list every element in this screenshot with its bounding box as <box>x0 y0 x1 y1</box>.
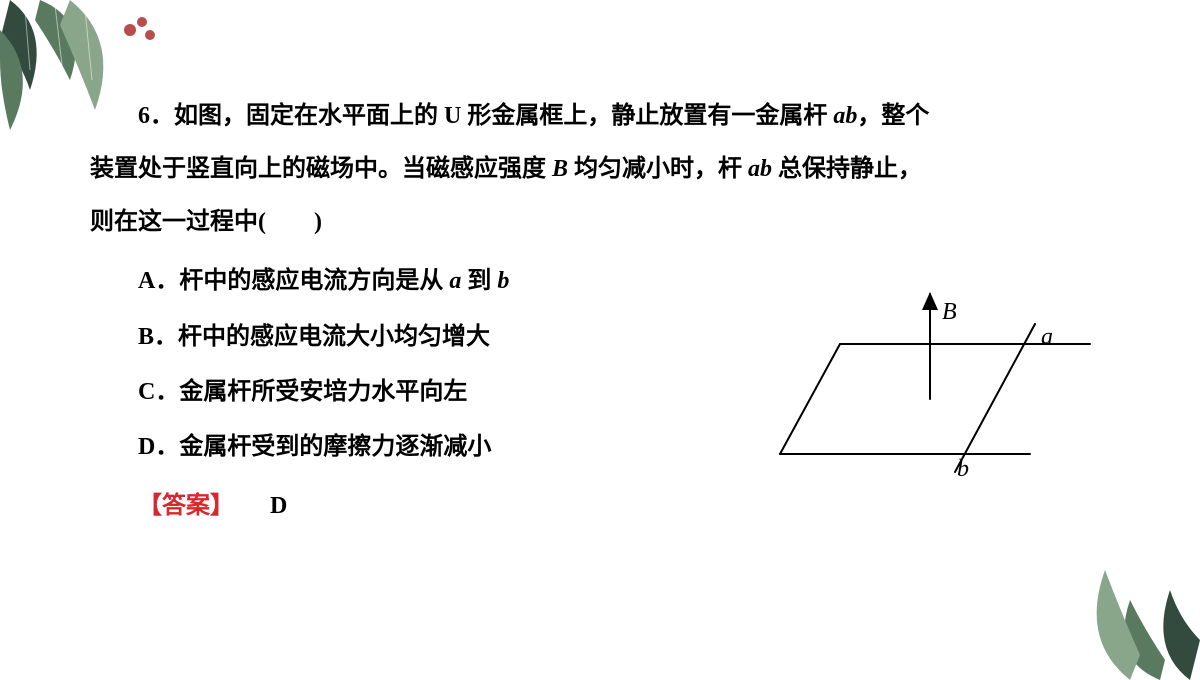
content: 6．如图，固定在水平面上的 U 形金属框上，静止放置有一金属杆 ab，整个 装置… <box>90 90 1110 534</box>
option-d: D．金属杆受到的摩擦力逐渐减小 <box>90 420 720 475</box>
decor-leaves-bottom-right <box>1070 560 1200 680</box>
option-a-b: b <box>497 268 509 294</box>
stem-1a: ．如图，固定在水平面上的 U 形金属框上，静止放置有一金属杆 <box>150 103 833 129</box>
stem-3: 则在这一过程中( ) <box>90 196 1110 249</box>
option-c: C．金属杆所受安培力水平向左 <box>90 365 720 420</box>
stem-1b: ，整个 <box>857 103 929 129</box>
option-d-text: 金属杆受到的摩擦力逐渐减小 <box>179 434 491 460</box>
stem-2c: 总保持静止， <box>772 156 922 182</box>
options: A．杆中的感应电流方向是从 a 到 b B．杆中的感应电流大小均匀增大 C．金属… <box>90 254 720 534</box>
slide: 6．如图，固定在水平面上的 U 形金属框上，静止放置有一金属杆 ab，整个 装置… <box>0 0 1200 680</box>
question-number: 6 <box>138 103 150 129</box>
answer: 【答案】 D <box>90 479 720 534</box>
options-and-figure: A．杆中的感应电流方向是从 a 到 b B．杆中的感应电流大小均匀增大 C．金属… <box>90 254 1110 534</box>
svg-text:b: b <box>957 456 969 482</box>
answer-spacer <box>222 493 270 519</box>
option-b-text: 杆中的感应电流大小均匀增大 <box>178 324 490 350</box>
question-stem: 6．如图，固定在水平面上的 U 形金属框上，静止放置有一金属杆 ab，整个 装置… <box>90 90 1110 248</box>
option-a: A．杆中的感应电流方向是从 a 到 b <box>90 254 720 309</box>
answer-value: D <box>270 493 287 519</box>
figure-svg: Ba b <box>760 264 1100 484</box>
option-a-pre: 杆中的感应电流方向是从 <box>179 268 449 294</box>
svg-text:B: B <box>942 299 957 325</box>
option-c-label: C． <box>138 379 179 405</box>
option-a-mid: 到 <box>461 268 497 294</box>
stem-2a: 装置处于竖直向上的磁场中。当磁感应强度 <box>90 156 552 182</box>
stem-2-ab: ab <box>748 156 772 182</box>
option-b: B．杆中的感应电流大小均匀增大 <box>90 310 720 365</box>
svg-text:a: a <box>1041 324 1053 350</box>
figure: Ba b <box>750 254 1110 484</box>
option-a-label: A． <box>138 268 179 294</box>
option-b-label: B． <box>138 324 178 350</box>
answer-label: 【答案】 <box>138 493 222 519</box>
stem-2-B: B <box>552 156 568 182</box>
stem-2b: 均匀减小时，杆 <box>568 156 748 182</box>
option-c-text: 金属杆所受安培力水平向左 <box>179 379 467 405</box>
option-d-label: D． <box>138 434 179 460</box>
option-a-a: a <box>449 268 461 294</box>
stem-1-ab: ab <box>833 103 857 129</box>
